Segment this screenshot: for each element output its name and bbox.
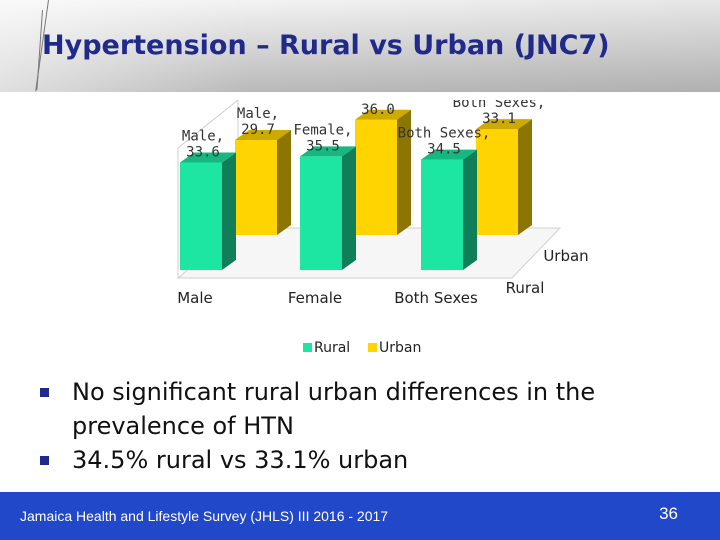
bullet-item: 34.5% rural vs 33.1% urban — [40, 443, 700, 477]
bar — [235, 129, 291, 235]
data-label: Male, 33.6 — [182, 128, 224, 160]
bar-front — [421, 159, 463, 270]
bar-top — [421, 149, 477, 160]
data-label: Female, 35.5 — [293, 122, 352, 154]
legend-label: Rural — [314, 340, 350, 356]
bar-top — [235, 129, 291, 140]
chart-wall-top-edge — [177, 100, 239, 149]
chart-bars — [180, 109, 532, 270]
data-label-line: Female, — [293, 122, 352, 138]
bar-side — [342, 146, 356, 270]
data-label: Both Sexes, 34.5 — [398, 126, 491, 158]
bullet-list: No significant rural urban differences i… — [40, 375, 700, 477]
bullet-marker — [40, 456, 49, 465]
legend-label: Urban — [379, 340, 421, 356]
slide-title: Hypertension – Rural vs Urban (JNC7) — [42, 30, 610, 61]
bar-top — [476, 119, 532, 130]
category-label: Both Sexes — [394, 289, 478, 307]
data-label-line: 29.7 — [241, 122, 275, 138]
data-label-line: 35.5 — [306, 138, 340, 154]
bar-top — [180, 152, 236, 163]
data-label-line: Male, — [237, 106, 279, 122]
bar — [476, 119, 532, 235]
data-label-line: 36.0 — [361, 102, 395, 118]
legend-swatch — [303, 343, 312, 352]
bar — [300, 146, 356, 270]
data-label: Male, 29.7 — [237, 106, 279, 138]
bar-front — [300, 156, 342, 270]
depth-axis-label: Rural — [506, 279, 545, 297]
bar-front — [476, 129, 518, 235]
category-label: Female — [288, 289, 342, 307]
data-label: Both Sexes, 33.1 — [453, 100, 546, 127]
bar — [180, 152, 236, 270]
data-label-line: Female, — [348, 100, 407, 102]
data-label: Female,36.0 — [348, 100, 407, 118]
bullet-marker — [40, 388, 49, 397]
bar-front — [235, 139, 277, 235]
page-number: 36 — [659, 504, 678, 523]
bullet-text: No significant rural urban differences i… — [72, 378, 596, 440]
bar-top — [300, 146, 356, 157]
title-band — [0, 0, 720, 92]
bar — [421, 149, 477, 270]
bar-side — [222, 152, 236, 270]
footer-bar: Jamaica Health and Lifestyle Survey (JHL… — [0, 492, 720, 540]
legend-swatch — [368, 343, 377, 352]
bullet-text: 34.5% rural vs 33.1% urban — [72, 446, 409, 474]
bar — [355, 109, 411, 235]
bar-side — [463, 149, 477, 270]
bar-front — [355, 119, 397, 235]
data-label-line: Both Sexes, — [453, 100, 546, 111]
chart-legend: Rural Urban — [303, 340, 421, 356]
data-label-line: 34.5 — [427, 142, 461, 158]
bar-side — [518, 119, 532, 235]
data-label-line: Male, — [182, 128, 224, 144]
bar-front — [180, 162, 222, 270]
bullet-item: No significant rural urban differences i… — [40, 375, 700, 443]
data-label-line: Both Sexes, — [398, 126, 491, 142]
data-label-line: 33.6 — [186, 144, 220, 160]
footer-source: Jamaica Health and Lifestyle Survey (JHL… — [20, 508, 389, 524]
bar-side — [397, 109, 411, 235]
depth-axis-label: Urban — [543, 247, 588, 265]
bar-top — [355, 109, 411, 120]
data-label-line: 33.1 — [482, 111, 516, 127]
category-label: Male — [177, 289, 213, 307]
bar-side — [277, 129, 291, 235]
